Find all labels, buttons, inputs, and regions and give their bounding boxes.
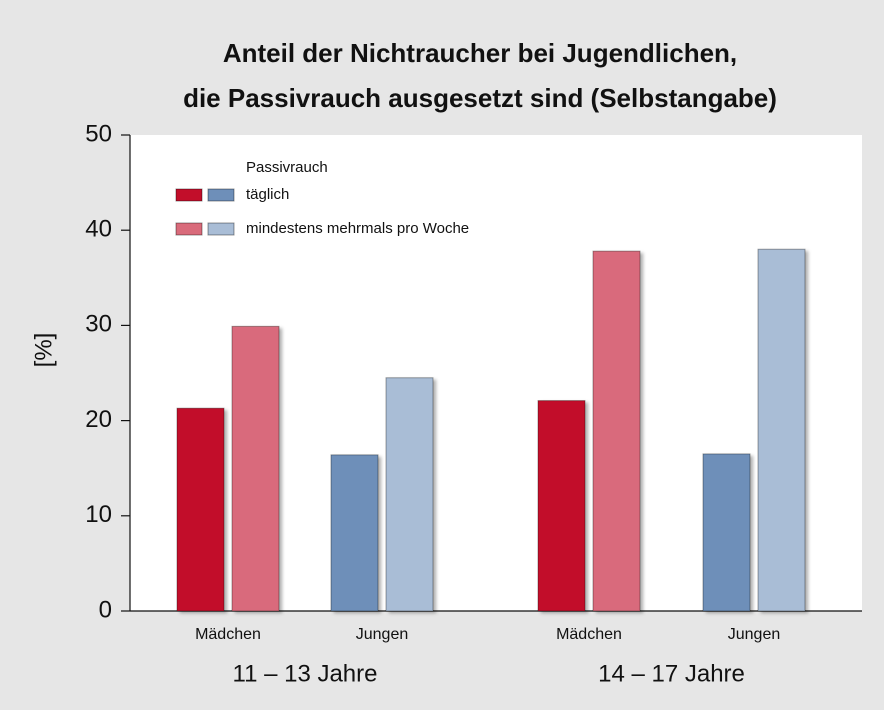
bar (231, 325, 280, 612)
legend-label: mindestens mehrmals pro Woche (246, 220, 469, 237)
bar (592, 250, 641, 612)
x-tick-label: Mädchen (556, 626, 622, 643)
bar (757, 248, 806, 612)
legend-swatch (175, 222, 203, 236)
y-tick-label: 30 (85, 311, 112, 338)
legend-label: täglich (246, 186, 289, 203)
y-tick-label: 10 (85, 501, 112, 528)
bar (702, 453, 751, 612)
bar (330, 454, 379, 612)
bar (385, 377, 434, 612)
legend-title: Passivrauch (246, 159, 328, 176)
x-tick-label: Mädchen (195, 626, 261, 643)
chart-title: die Passivrauch ausgesetzt sind (Selbsta… (183, 83, 777, 113)
group-label: 11 – 13 Jahre (233, 660, 378, 687)
legend-swatch (175, 188, 203, 202)
y-tick-label: 50 (85, 120, 112, 147)
x-tick-label: Jungen (728, 626, 781, 643)
y-tick-label: 0 (99, 596, 112, 623)
legend-swatch (207, 188, 235, 202)
group-label: 14 – 17 Jahre (598, 660, 745, 687)
bar (176, 407, 225, 612)
y-axis-label: [%] (30, 333, 57, 368)
legend-swatch (207, 222, 235, 236)
y-tick-label: 20 (85, 406, 112, 433)
x-tick-label: Jungen (356, 626, 409, 643)
y-tick-label: 40 (85, 216, 112, 243)
bar (537, 400, 586, 612)
chart-title: Anteil der Nichtraucher bei Jugendlichen… (223, 38, 737, 68)
